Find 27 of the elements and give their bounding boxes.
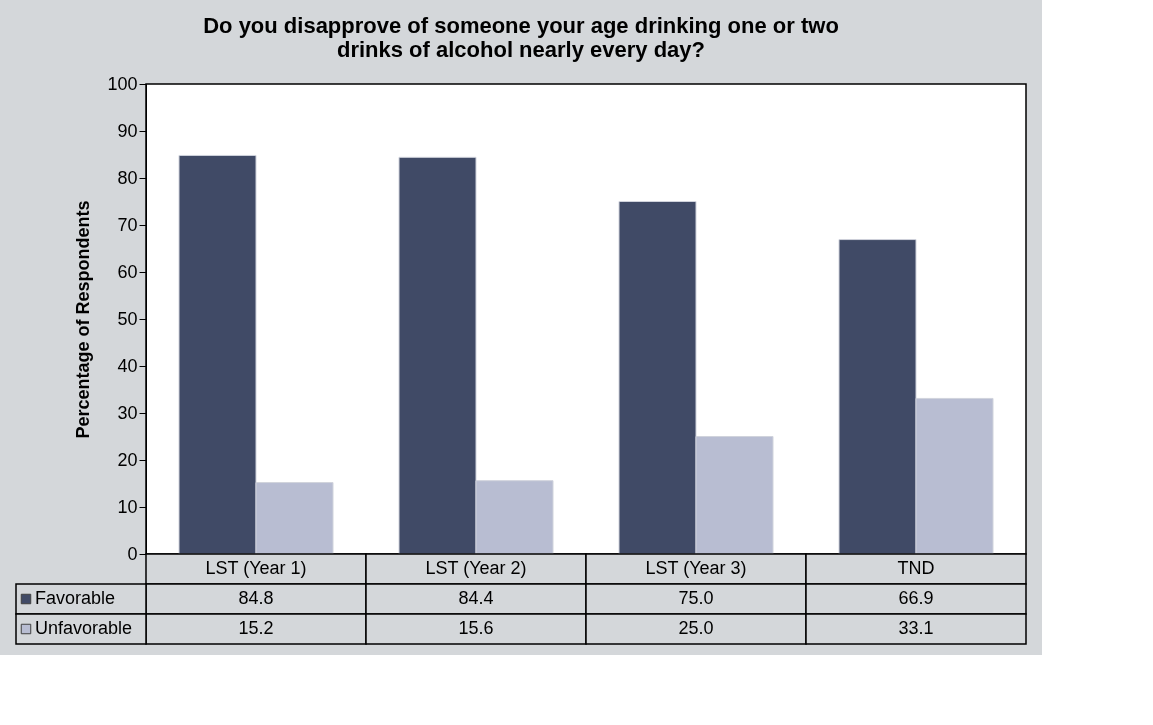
x-tick-label: LST (Year 1) — [205, 558, 307, 578]
data-label: 66.9 — [898, 588, 934, 608]
data-label: 84.4 — [458, 588, 494, 608]
y-axis-title: Percentage of Respondents — [73, 200, 94, 439]
x-tick-label: LST (Year 3) — [645, 558, 747, 578]
y-tick-label: 0 — [127, 543, 138, 564]
chart-title: Do you disapprove of someone your age drinking one or two drinks of alcohol nearly every day? — [203, 13, 839, 63]
legend-label: Unfavorable — [35, 618, 133, 638]
y-tick-label: 100 — [107, 73, 138, 94]
y-tick-label: 50 — [117, 308, 138, 329]
data-label: 25.0 — [678, 618, 714, 638]
data-label: 84.8 — [238, 588, 274, 608]
data-label: 15.6 — [458, 618, 494, 638]
y-tick-label: 90 — [117, 120, 138, 141]
data-label: 15.2 — [238, 618, 274, 638]
y-tick-label: 20 — [117, 449, 138, 470]
y-tick-label: 60 — [117, 261, 138, 282]
y-tick-label: 80 — [117, 167, 138, 188]
x-tick-label: LST (Year 2) — [425, 558, 527, 578]
x-tick-label: TND — [897, 558, 935, 578]
y-tick-label: 40 — [117, 355, 138, 376]
data-label: 33.1 — [898, 618, 934, 638]
y-tick-label: 30 — [117, 402, 138, 423]
y-tick-label: 10 — [117, 496, 138, 517]
data-label: 75.0 — [678, 588, 714, 608]
y-tick-label: 70 — [117, 214, 138, 235]
legend-label: Favorable — [35, 588, 116, 608]
